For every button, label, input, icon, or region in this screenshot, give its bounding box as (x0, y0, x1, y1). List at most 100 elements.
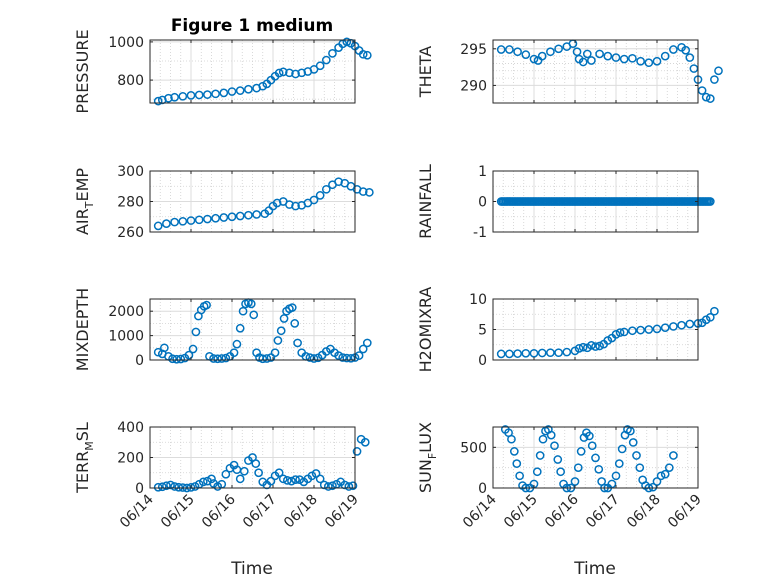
data-point (505, 45, 514, 54)
data-point (279, 314, 289, 323)
data-point (585, 431, 594, 441)
data-point (652, 56, 662, 66)
data-point (644, 325, 654, 334)
subplot-8: 0 500 06/14 06/15 06/16 06/17 06/18 06/19 SUNFLU… (416, 422, 705, 531)
data-point (595, 341, 604, 351)
data-point (669, 451, 678, 460)
data-point (291, 69, 300, 79)
data-point (229, 348, 239, 358)
data-point (644, 58, 654, 68)
data-point (710, 75, 719, 84)
data-point (521, 348, 531, 358)
data-point (701, 92, 711, 102)
data-point (512, 459, 522, 468)
data-point (681, 45, 691, 55)
data-point (496, 349, 506, 359)
y-tick-label: 500 (460, 440, 487, 456)
data-point (619, 54, 629, 64)
x-tick-label: 06/16 (542, 491, 582, 531)
data-point (285, 200, 294, 209)
x-tick-label: 06/16 (199, 491, 239, 531)
data-point (669, 322, 678, 331)
data-point (573, 463, 583, 473)
subplot-5: 0 1000 2000 MIXDEPTH (73, 288, 372, 371)
data-point (587, 441, 597, 451)
data-point (664, 463, 674, 473)
data-point (535, 451, 545, 460)
y-tick-label: 1 (478, 164, 487, 180)
data-point (529, 54, 539, 64)
data-point (546, 430, 556, 440)
data-point (162, 481, 171, 491)
data-point (705, 312, 715, 322)
data-point (194, 90, 204, 100)
data-point (203, 90, 212, 99)
data-point (315, 61, 325, 71)
data-point (278, 474, 288, 484)
data-point (293, 338, 302, 348)
x-tick-label: 06/17 (240, 492, 280, 532)
data-point (315, 191, 325, 200)
data-point (254, 468, 263, 478)
data-point (209, 354, 218, 363)
data-point (211, 213, 220, 223)
data-point (591, 453, 600, 463)
subplot-2: 290 295 THETA (416, 39, 723, 104)
data-point (153, 482, 163, 492)
data-point (677, 320, 686, 330)
data-point (174, 482, 184, 492)
y-tick-label: 0 (478, 353, 487, 369)
y-tick-label: 0 (135, 481, 144, 497)
data-point (513, 47, 522, 57)
data-point (576, 447, 586, 456)
y-tick-label: 400 (117, 420, 144, 436)
data-point (358, 49, 368, 59)
data-point (219, 88, 229, 98)
data-point (188, 344, 198, 354)
data-point (168, 354, 177, 364)
data-point (262, 354, 272, 363)
subplot-3: 260 280 300 AIRTEMP (73, 164, 374, 241)
data-point (635, 463, 645, 473)
data-point (344, 482, 354, 491)
data-point (669, 45, 678, 54)
data-point (546, 348, 555, 358)
data-point (272, 198, 282, 208)
y-tick-label: -1 (473, 225, 487, 241)
data-point (352, 447, 362, 456)
data-point (342, 37, 352, 47)
data-point (529, 348, 539, 358)
data-point (611, 471, 621, 481)
data-point (554, 348, 563, 358)
data-point (710, 306, 719, 316)
data-point (157, 482, 167, 492)
data-point (660, 51, 670, 61)
data-point (342, 353, 352, 363)
data-point (628, 326, 637, 336)
data-point (153, 221, 163, 231)
data-point (251, 459, 261, 468)
data-point (562, 347, 572, 357)
y-axis-label: THETA (416, 46, 435, 98)
data-point (554, 44, 563, 54)
data-point (578, 342, 588, 352)
y-tick-label: 0 (135, 353, 144, 369)
data-point (619, 327, 629, 337)
data-point (315, 474, 325, 484)
data-point (170, 217, 179, 227)
y-axis-label: RAINFALL (416, 164, 435, 239)
data-point (285, 68, 294, 78)
data-point (235, 474, 245, 484)
data-point (358, 344, 368, 354)
data-point (207, 474, 216, 484)
data-point (334, 351, 343, 360)
data-point (628, 53, 637, 63)
data-point (574, 344, 584, 353)
y-tick-label: 260 (117, 225, 144, 241)
data-point (348, 481, 358, 491)
data-point (186, 483, 196, 492)
y-axis-label: AIRTEMP (73, 168, 96, 235)
data-point (297, 68, 307, 78)
data-point (615, 328, 625, 337)
data-point (273, 336, 283, 345)
